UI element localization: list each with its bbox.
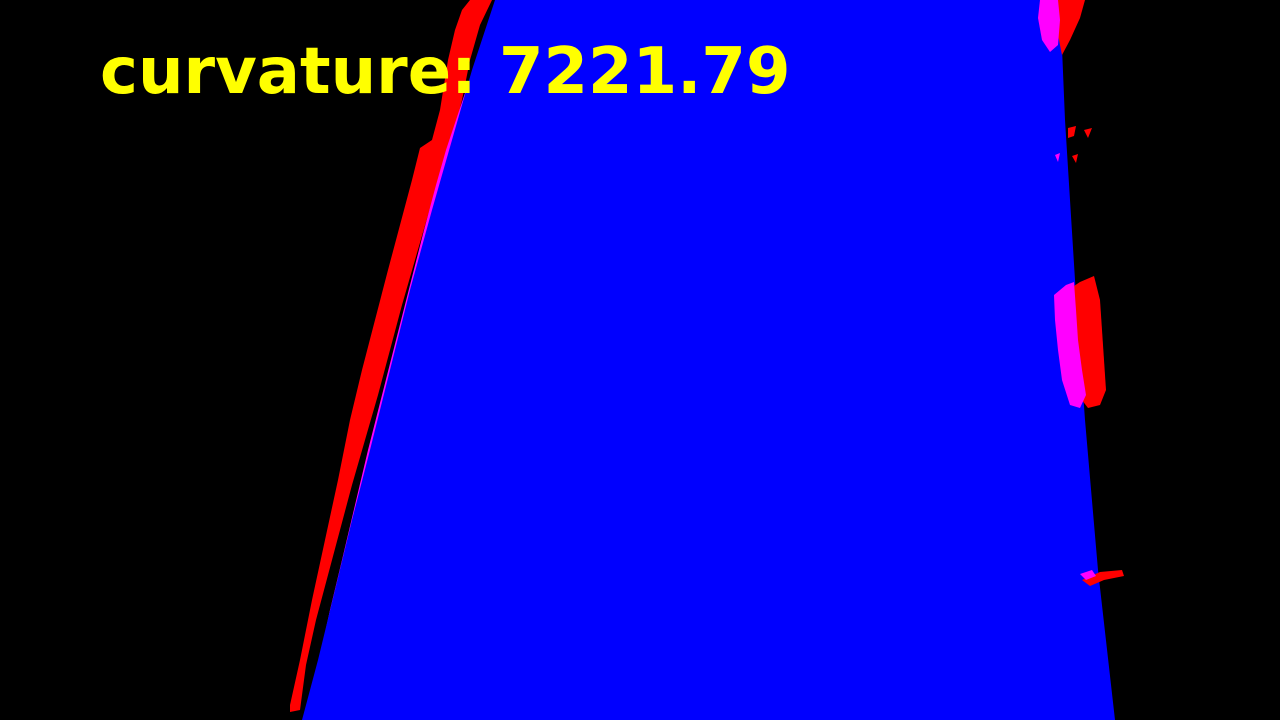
right-speck-3 (1055, 153, 1060, 162)
curvature-label: curvature: (100, 35, 477, 109)
right-lane-bottom-pixels (1082, 570, 1124, 586)
right-lane-mid-overlap (1054, 282, 1086, 408)
right-lane-top-pixels (1058, 0, 1085, 55)
right-lane-top-overlap (1038, 0, 1060, 52)
right-speck-2 (1084, 128, 1092, 138)
curvature-readout: curvature: 7221.79 (100, 40, 790, 104)
lane-area (302, 0, 1115, 720)
right-speck-1 (1068, 126, 1076, 138)
left-lane-pixels (290, 0, 492, 712)
right-lane-bottom-overlap (1080, 570, 1096, 580)
right-speck-4 (1072, 154, 1078, 163)
curvature-value: 7221.79 (498, 35, 791, 109)
